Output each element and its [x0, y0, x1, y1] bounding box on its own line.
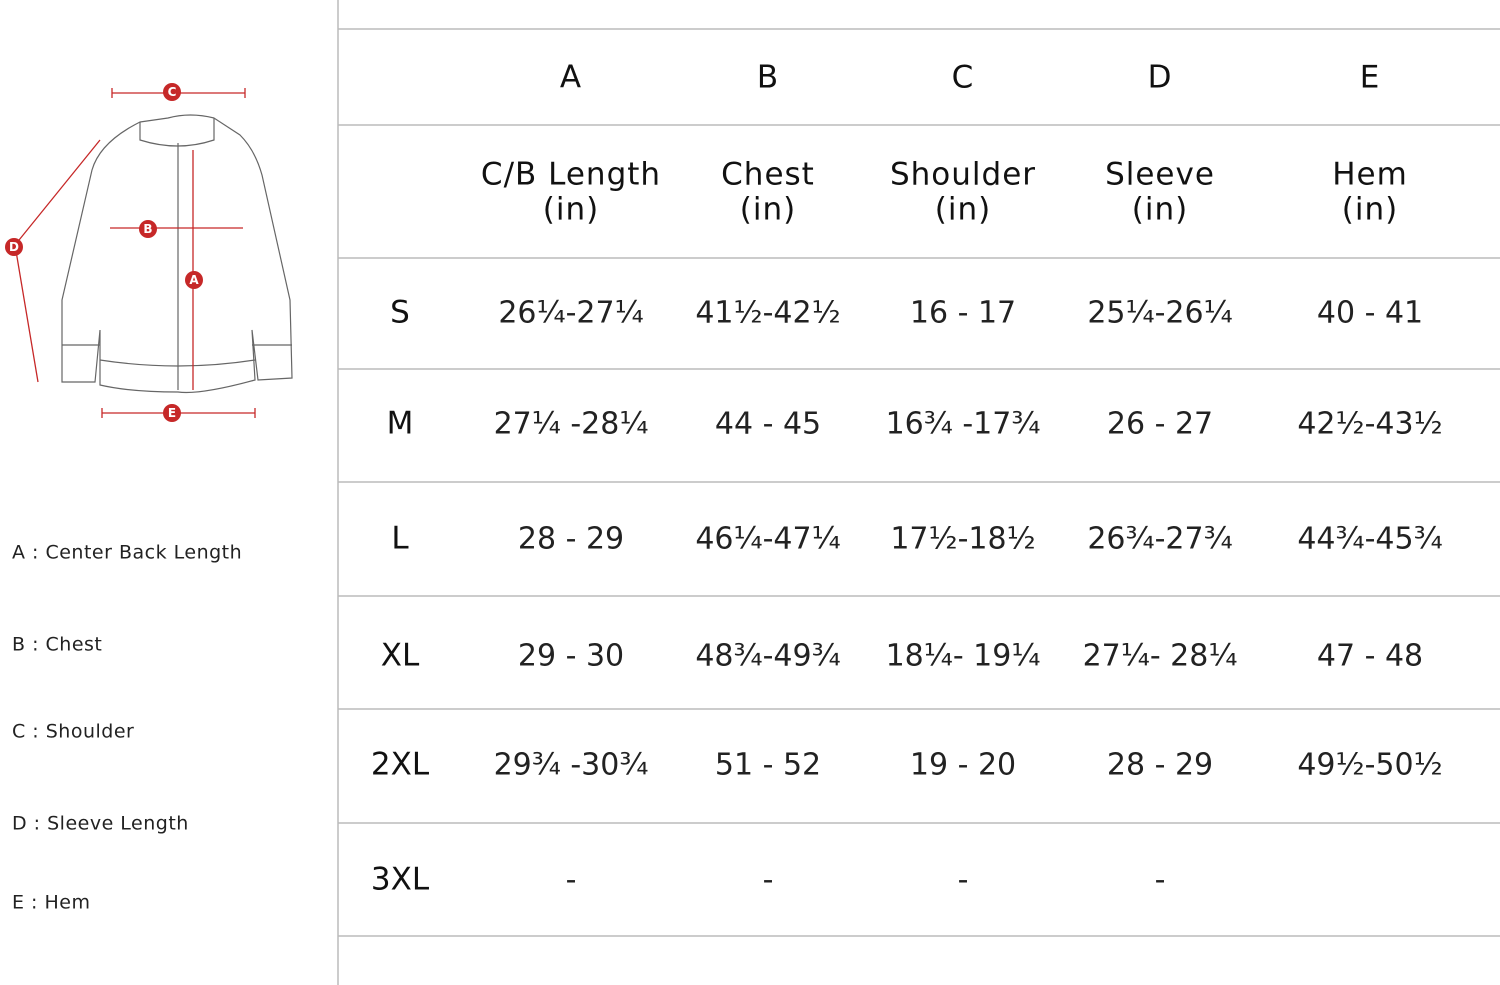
cell-value: 44¾-45¾	[1297, 522, 1442, 557]
marker: D	[5, 238, 23, 256]
cell-value: 47 - 48	[1317, 639, 1423, 674]
column-letter: C	[952, 60, 975, 96]
cell-value: -	[763, 863, 774, 898]
column-letter: A	[560, 60, 582, 96]
legend-item: A : Center Back Length	[12, 542, 242, 564]
cell-value: -	[566, 863, 577, 898]
marker-dot	[139, 220, 157, 238]
column-header: Hem	[1332, 157, 1408, 193]
cell-value: 28 - 29	[1107, 748, 1213, 783]
column-header: (in)	[935, 192, 991, 228]
column-header: (in)	[1132, 192, 1188, 228]
cell-value: 44 - 45	[715, 407, 821, 442]
size-label: 3XL	[371, 862, 430, 898]
jacket-drawing	[14, 88, 293, 418]
marker-dot	[185, 271, 203, 289]
marker: B	[139, 220, 157, 238]
size-label: S	[390, 295, 410, 331]
marker-label: C	[168, 85, 177, 99]
cell-value: -	[958, 863, 969, 898]
cell-value: 46¼-47¼	[695, 522, 840, 557]
column-letter: E	[1360, 60, 1381, 96]
cell-value: 17½-18½	[890, 522, 1035, 557]
cell-value: 49½-50½	[1297, 748, 1442, 783]
column-letter: B	[757, 60, 779, 96]
cell-value: 26¼-27¼	[498, 296, 643, 331]
marker-label: B	[143, 222, 152, 236]
cell-value: 40 - 41	[1317, 296, 1423, 331]
legend-item: E : Hem	[12, 892, 90, 914]
cell-value: 25¼-26¼	[1087, 296, 1232, 331]
cell-value: -	[1155, 863, 1166, 898]
cell-value: 16 - 17	[910, 296, 1016, 331]
marker: E	[163, 404, 181, 422]
cell-value: 19 - 20	[910, 748, 1016, 783]
size-label: XL	[381, 638, 420, 674]
column-header: C/B Length	[481, 157, 661, 193]
size-label: M	[387, 406, 414, 442]
column-header: Sleeve	[1105, 157, 1215, 193]
cell-value: 42½-43½	[1297, 407, 1442, 442]
marker-dot	[163, 404, 181, 422]
marker-label: E	[168, 406, 176, 420]
cell-value: 27¼- 28¼	[1083, 639, 1238, 674]
cell-value: 27¼ -28¼	[494, 407, 649, 442]
cell-value: 41½-42½	[695, 296, 840, 331]
marker-label: D	[9, 240, 19, 254]
column-header: Shoulder	[890, 157, 1036, 193]
cell-value: 28 - 29	[518, 522, 624, 557]
cell-value: 29 - 30	[518, 639, 624, 674]
column-letter: D	[1148, 60, 1173, 96]
marker-label: A	[189, 273, 199, 287]
column-header: (in)	[1342, 192, 1398, 228]
column-header: (in)	[543, 192, 599, 228]
cell-value: 29¾ -30¾	[494, 748, 649, 783]
cell-value: 51 - 52	[715, 748, 821, 783]
legend-item: C : Shoulder	[12, 721, 134, 743]
cell-value: 16¾ -17¾	[886, 407, 1041, 442]
cell-value: 18¼- 19¼	[886, 639, 1041, 674]
cell-value: 48¾-49¾	[695, 639, 840, 674]
marker: C	[163, 83, 181, 101]
marker-dot	[5, 238, 23, 256]
cell-value: 26¾-27¾	[1087, 522, 1232, 557]
size-label: 2XL	[371, 747, 430, 783]
legend-item: D : Sleeve Length	[12, 813, 189, 835]
column-header: Chest	[721, 157, 815, 193]
legend-item: B : Chest	[12, 634, 102, 656]
marker-dot	[163, 83, 181, 101]
column-header: (in)	[740, 192, 796, 228]
marker: A	[185, 271, 203, 289]
size-label: L	[391, 521, 409, 557]
cell-value: 26 - 27	[1107, 407, 1213, 442]
